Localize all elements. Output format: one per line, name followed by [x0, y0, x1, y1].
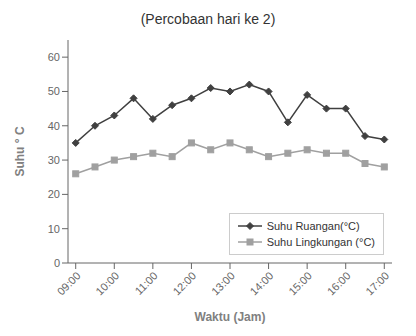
- html-text:Suhu Lingkungan (°C): Suhu Lingkungan (°C): [266, 236, 375, 248]
- svg-text:12:00: 12:00: [170, 269, 198, 297]
- svg-text:13:00: 13:00: [209, 269, 237, 297]
- svg-text:Waktu (Jam): Waktu (Jam): [195, 310, 266, 324]
- svg-text:17:00: 17:00: [363, 269, 391, 297]
- svg-text:09:00: 09:00: [55, 269, 83, 297]
- svg-text:0: 0: [54, 257, 60, 269]
- svg-text:20: 20: [48, 188, 60, 200]
- svg-text:40: 40: [48, 120, 60, 132]
- svg-text:10: 10: [48, 223, 60, 235]
- svg-text:15:00: 15:00: [286, 269, 314, 297]
- svg-text:14:00: 14:00: [248, 269, 276, 297]
- svg-text:50: 50: [48, 85, 60, 97]
- svg-text:11:00: 11:00: [132, 269, 159, 296]
- svg-text:60: 60: [48, 51, 60, 63]
- html-text:Suhu Ruangan(°C): Suhu Ruangan(°C): [266, 220, 360, 232]
- html-text:(Percobaan hari ke 2): (Percobaan hari ke 2): [140, 11, 276, 27]
- svg-text:16:00: 16:00: [325, 269, 353, 297]
- svg-text:30: 30: [48, 154, 60, 166]
- svg-text:Suhu ° C: Suhu ° C: [13, 126, 27, 176]
- svg-text:10:00: 10:00: [93, 269, 121, 297]
